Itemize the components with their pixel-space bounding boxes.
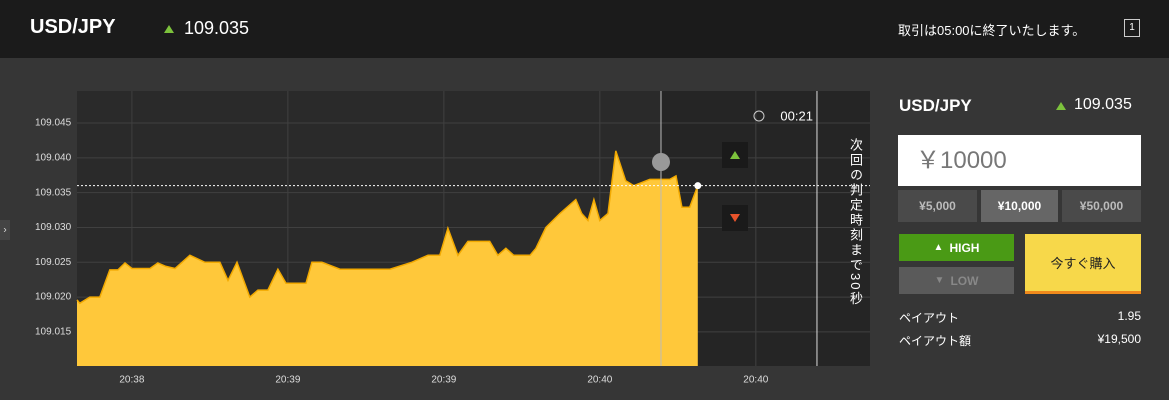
low-marker[interactable] bbox=[722, 205, 748, 231]
x-tick-label: 20:38 bbox=[119, 375, 144, 386]
preset-button[interactable]: ¥5,000 bbox=[898, 190, 977, 222]
preset-button[interactable]: ¥10,000 bbox=[981, 190, 1058, 222]
timer-icon bbox=[753, 110, 765, 122]
low-label: LOW bbox=[950, 273, 979, 288]
chart: › 109.015 109.020 109.025 109.030 109.035 109… bbox=[0, 91, 870, 386]
high-marker[interactable] bbox=[722, 142, 748, 168]
price: 109.035 bbox=[184, 18, 250, 38]
x-tick-label: 20:40 bbox=[743, 375, 768, 386]
y-tick-label: 109.020 bbox=[35, 292, 72, 303]
deadline-note: 次回の判定時刻まで30秒 bbox=[848, 138, 863, 307]
buy-button[interactable]: 今すぐ購入 bbox=[1025, 234, 1141, 294]
up-icon bbox=[164, 25, 174, 33]
high-marker-icon bbox=[730, 151, 740, 159]
panel-price: 109.035 bbox=[1074, 96, 1132, 113]
y-tick-label: 109.015 bbox=[35, 327, 72, 338]
payout-label: ペイアウト bbox=[899, 311, 960, 325]
y-tick-label: 109.025 bbox=[35, 257, 72, 268]
high-label: HIGH bbox=[949, 240, 980, 255]
x-tick-label: 20:39 bbox=[431, 375, 456, 386]
x-tick-label: 20:40 bbox=[587, 375, 612, 386]
y-tick-label: 109.030 bbox=[35, 222, 72, 233]
x-tick-label: 20:39 bbox=[275, 375, 300, 386]
area-line bbox=[76, 150, 699, 305]
notice: 取引は05:00に終了いたします。 bbox=[898, 23, 1086, 38]
order-panel: USD/JPY 109.035 ￥10000 ¥5,000 ¥10,000 ¥5… bbox=[885, 58, 1169, 400]
low-marker-icon bbox=[730, 214, 740, 222]
low-button[interactable]: ▼ LOW bbox=[899, 267, 1014, 294]
panel-symbol: USD/JPY bbox=[899, 96, 972, 115]
side-tab-arrow: › bbox=[3, 225, 6, 236]
entry-pin bbox=[651, 153, 670, 171]
high-button[interactable]: ▲ HIGH bbox=[899, 234, 1014, 261]
current-point bbox=[694, 182, 702, 190]
area bbox=[77, 150, 698, 366]
payout: 1.95 bbox=[1117, 309, 1141, 323]
payout-amount-label: ペイアウト額 bbox=[899, 334, 972, 348]
y-tick-label: 109.040 bbox=[35, 152, 72, 163]
window-badge[interactable]: 1 bbox=[1124, 19, 1140, 37]
preset-button[interactable]: ¥50,000 bbox=[1062, 190, 1141, 222]
timer: 00:21 bbox=[780, 108, 813, 123]
symbol: USD/JPY bbox=[30, 16, 116, 38]
y-tick-label: 109.035 bbox=[35, 187, 72, 198]
amount-input[interactable]: ￥10000 bbox=[898, 135, 1141, 186]
y-tick-label: 109.045 bbox=[35, 118, 72, 129]
header: USD/JPY 109.035 取引は05:00に終了いたします。 1 bbox=[0, 0, 1169, 58]
side-tab[interactable] bbox=[0, 220, 10, 240]
panel-up-icon bbox=[1056, 102, 1066, 110]
payout-amount: ¥19,500 bbox=[1097, 332, 1141, 346]
